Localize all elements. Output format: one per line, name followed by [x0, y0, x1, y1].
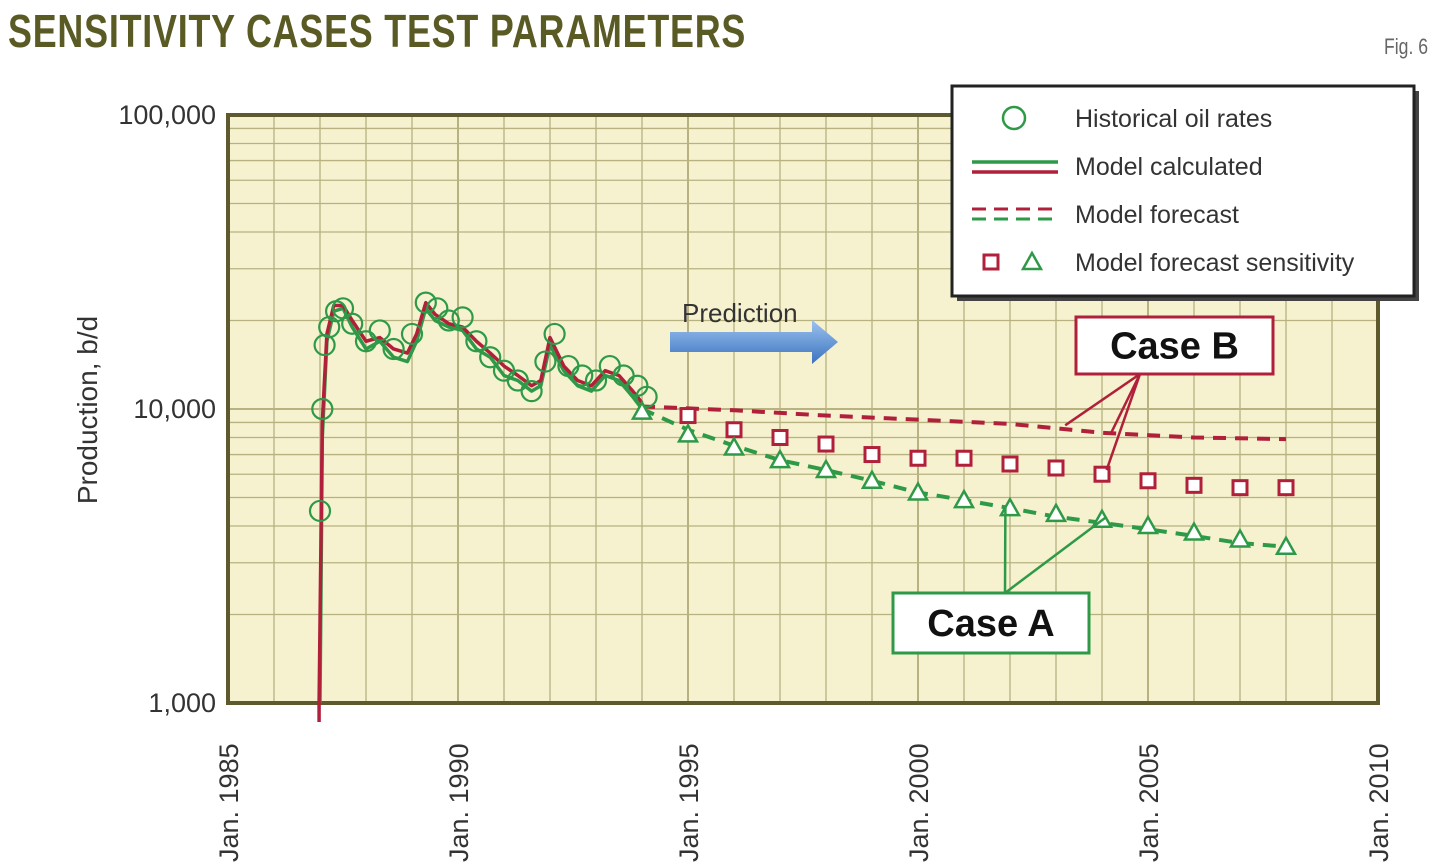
forecast-line-red [641, 404, 1287, 442]
historical-point [520, 380, 543, 403]
axis-ticks: 1,000 10,000 100,000 Jan. 1985 Jan. 1990 Jan.… [118, 100, 1394, 862]
historical-point [506, 369, 529, 392]
sensitivity-triangle [676, 422, 700, 443]
case-label: Case A [927, 603, 1054, 645]
case-pointer [1110, 373, 1142, 434]
series-layer [308, 291, 1298, 722]
sensitivity-square [1001, 455, 1019, 473]
historical-point [368, 319, 391, 342]
sensitivity-square [955, 449, 973, 467]
sensitivity-square [1139, 472, 1157, 490]
historical-point [534, 350, 557, 373]
legend-label: Historical oil rates [1075, 105, 1272, 133]
legend-square-icon [982, 253, 1000, 271]
historical-point [543, 322, 566, 346]
plot-frame [226, 113, 1380, 705]
historical-point [571, 364, 594, 387]
sensitivity-triangle [1228, 527, 1252, 548]
case-pointer [1105, 373, 1142, 471]
legend-label: Model forecast [1075, 201, 1239, 229]
sensitivity-square [1231, 479, 1249, 497]
x-tick-label: Jan. 1990 [444, 743, 474, 862]
case-box [891, 591, 1091, 655]
historical-point [308, 499, 332, 523]
historical-point [465, 330, 488, 353]
y-tick-label: 1,000 [148, 688, 216, 718]
sensitivity-triangle [906, 480, 930, 501]
sensitivity-square [863, 446, 881, 464]
x-tick-label: Jan. 2010 [1364, 743, 1394, 862]
sensitivity-square [725, 421, 743, 439]
case-label: Case B [1110, 326, 1239, 368]
sensitivity-triangle [814, 458, 838, 479]
historical-point [382, 337, 405, 361]
prediction-label: Prediction [682, 298, 798, 328]
historical-point [584, 369, 608, 392]
x-tick-label: Jan. 1995 [674, 743, 704, 862]
historical-point [354, 330, 378, 353]
legend-label: Model forecast sensitivity [1075, 249, 1355, 277]
historical-point [341, 312, 364, 335]
sensitivity-triangle [860, 469, 884, 490]
x-tick-label: Jan. 1985 [214, 743, 244, 862]
legend-label: Model calculated [1075, 153, 1263, 181]
sensitivity-triangle [1182, 520, 1206, 541]
sensitivity-triangle [1136, 514, 1160, 535]
sensitivity-triangle [1274, 535, 1298, 555]
historical-point [426, 297, 449, 320]
y-tick-label: 10,000 [133, 394, 216, 424]
historical-point [451, 306, 474, 329]
historical-point [311, 397, 334, 421]
case-pointer [1064, 372, 1141, 427]
sensitivity-square [1093, 465, 1111, 483]
sensitivity-triangle [952, 488, 976, 509]
x-tick-label: Jan. 2005 [1134, 743, 1164, 862]
historical-point [400, 322, 424, 346]
legend-triangle-icon [1020, 250, 1044, 271]
annotations-layer: Prediction Case B Case A [670, 298, 1275, 655]
sensitivity-triangle [722, 435, 746, 456]
historical-point [414, 291, 437, 314]
legend-circle-icon [1001, 105, 1027, 131]
sensitivity-square [1185, 476, 1203, 494]
sensitivity-square [771, 428, 789, 446]
sensitivity-square [1047, 459, 1065, 477]
sensitivity-triangle [630, 400, 654, 420]
sensitivity-square [817, 435, 835, 453]
sensitivity-triangle [1044, 502, 1068, 523]
model-line-green [318, 306, 644, 704]
historical-point [635, 385, 658, 408]
sensitivity-square [909, 449, 927, 467]
historical-point [437, 309, 460, 332]
x-tick-label: Jan. 2000 [904, 743, 934, 862]
y-axis-label: Production, b/d [72, 316, 103, 504]
figure-label: Fig. 6 [1384, 34, 1429, 59]
historical-point [479, 346, 502, 369]
sensitivity-square [679, 407, 697, 425]
sensitivity-square [1277, 479, 1295, 497]
prediction-arrow [670, 320, 838, 364]
legend: Historical oil rates Model calculated Mode… [950, 84, 1419, 301]
chart-title: Sensitivity cases test parameters [8, 5, 747, 57]
sensitivity-triangle [768, 448, 792, 469]
y-tick-label: 100,000 [118, 100, 216, 130]
case-box [1074, 315, 1275, 376]
case-pointer [1004, 515, 1108, 594]
